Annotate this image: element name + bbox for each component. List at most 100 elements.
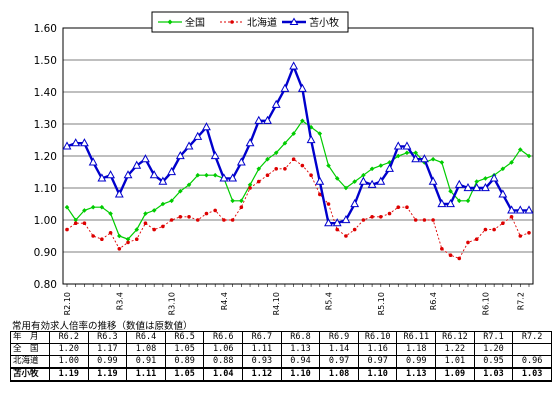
- y-axis: 0.80 0.90 1.00 1.10 1.20 1.30 1.40 1.50 1.60: [34, 23, 57, 291]
- value-cell: 1.17: [87, 343, 128, 356]
- row-label-cell: 全 国: [10, 343, 50, 356]
- data-point: [335, 227, 340, 232]
- data-point: [527, 231, 531, 235]
- data-point: [97, 173, 107, 182]
- value-cell: 0.99: [87, 355, 128, 369]
- data-point: [132, 160, 142, 169]
- value-cell: 0.96: [512, 355, 552, 369]
- data-point: [474, 237, 479, 241]
- data-point: [239, 198, 244, 204]
- data-point: [90, 204, 96, 210]
- data-point: [387, 160, 392, 165]
- value-cell: 1.10: [280, 367, 321, 382]
- y-tick-label: 0.80: [34, 279, 57, 291]
- data-point: [315, 176, 325, 185]
- series-line: [66, 119, 530, 240]
- data-point: [413, 150, 418, 156]
- data-point: [108, 231, 113, 235]
- data-point: [317, 192, 322, 197]
- data-point: [509, 160, 514, 165]
- data-point: [256, 166, 262, 172]
- data-point: [350, 198, 360, 208]
- data-point: [395, 153, 401, 159]
- data-point: [114, 189, 124, 198]
- data-point: [193, 131, 203, 140]
- data-point: [100, 237, 104, 241]
- value-cell: 1.11: [126, 367, 166, 382]
- value-cell: 0.95: [473, 355, 514, 369]
- data-point: [91, 234, 95, 238]
- data-point: [361, 218, 366, 222]
- data-point: [88, 157, 98, 166]
- data-point: [352, 227, 357, 232]
- value-cell: 1.20: [49, 343, 89, 356]
- value-cell: 1.19: [87, 367, 128, 382]
- data-point: [202, 122, 211, 131]
- data-point: [341, 214, 351, 224]
- x-tick-label: R5.4: [325, 292, 334, 310]
- value-cell: 0.97: [319, 355, 359, 369]
- data-point: [126, 240, 130, 245]
- y-tick-label: 1.50: [34, 55, 57, 67]
- data-point: [152, 227, 156, 232]
- data-point: [474, 179, 479, 184]
- y-tick-label: 1.30: [34, 119, 57, 131]
- data-point: [515, 205, 525, 214]
- data-point: [210, 150, 220, 160]
- data-point: [437, 198, 447, 208]
- data-point: [236, 157, 246, 166]
- data-point: [324, 218, 333, 227]
- legend-label-zenkoku: 全国: [185, 16, 205, 29]
- data-point: [463, 182, 473, 192]
- data-point: [169, 218, 174, 222]
- y-tick-label: 0.90: [34, 247, 57, 259]
- data-point: [64, 204, 70, 210]
- x-tick-label: R6.10: [481, 292, 490, 315]
- data-point: [524, 205, 534, 214]
- x-tick-label: R5.10: [377, 292, 386, 315]
- data-point: [317, 131, 323, 136]
- data-point: [143, 221, 148, 225]
- data-point: [518, 234, 523, 238]
- data-point: [263, 115, 272, 124]
- data-point: [143, 211, 148, 216]
- x-tick-label: R6.4: [429, 292, 438, 310]
- data-point: [334, 176, 340, 181]
- data-point: [125, 236, 131, 242]
- data-point: [456, 198, 462, 204]
- column-header-cell: R6.12: [435, 331, 475, 344]
- data-point: [73, 221, 78, 225]
- data-point: [306, 134, 316, 144]
- data-point: [483, 176, 488, 181]
- data-point: [247, 182, 253, 188]
- row-header-cell: 年 月: [10, 331, 50, 344]
- row-label-cell: 北海道: [10, 355, 50, 369]
- data-point: [501, 221, 505, 225]
- data-point: [404, 150, 410, 156]
- x-tick-label: R2.10: [63, 292, 72, 315]
- data-point: [245, 138, 255, 147]
- data-point: [472, 182, 482, 192]
- data-point: [367, 179, 377, 188]
- value-cell: 1.18: [396, 343, 437, 356]
- y-tick-label: 1.60: [34, 23, 57, 35]
- value-cell: 1.08: [126, 343, 166, 356]
- data-point: [309, 173, 313, 177]
- data-point: [219, 173, 229, 182]
- column-header-cell: R6.7: [242, 331, 282, 344]
- value-cell: 1.04: [203, 367, 244, 382]
- data-point: [82, 208, 87, 213]
- data-point: [158, 176, 168, 185]
- data-point: [178, 188, 183, 194]
- value-cell: 0.88: [203, 355, 244, 369]
- data-point: [273, 150, 279, 156]
- column-header-cell: R6.11: [396, 331, 437, 344]
- data-point: [509, 215, 514, 219]
- x-tick-label: R7.2: [516, 292, 525, 310]
- value-cell: [512, 343, 552, 356]
- data-point: [265, 156, 270, 162]
- data-point: [465, 198, 471, 204]
- data-point: [228, 173, 238, 182]
- data-point: [440, 247, 444, 251]
- data-point: [271, 99, 281, 108]
